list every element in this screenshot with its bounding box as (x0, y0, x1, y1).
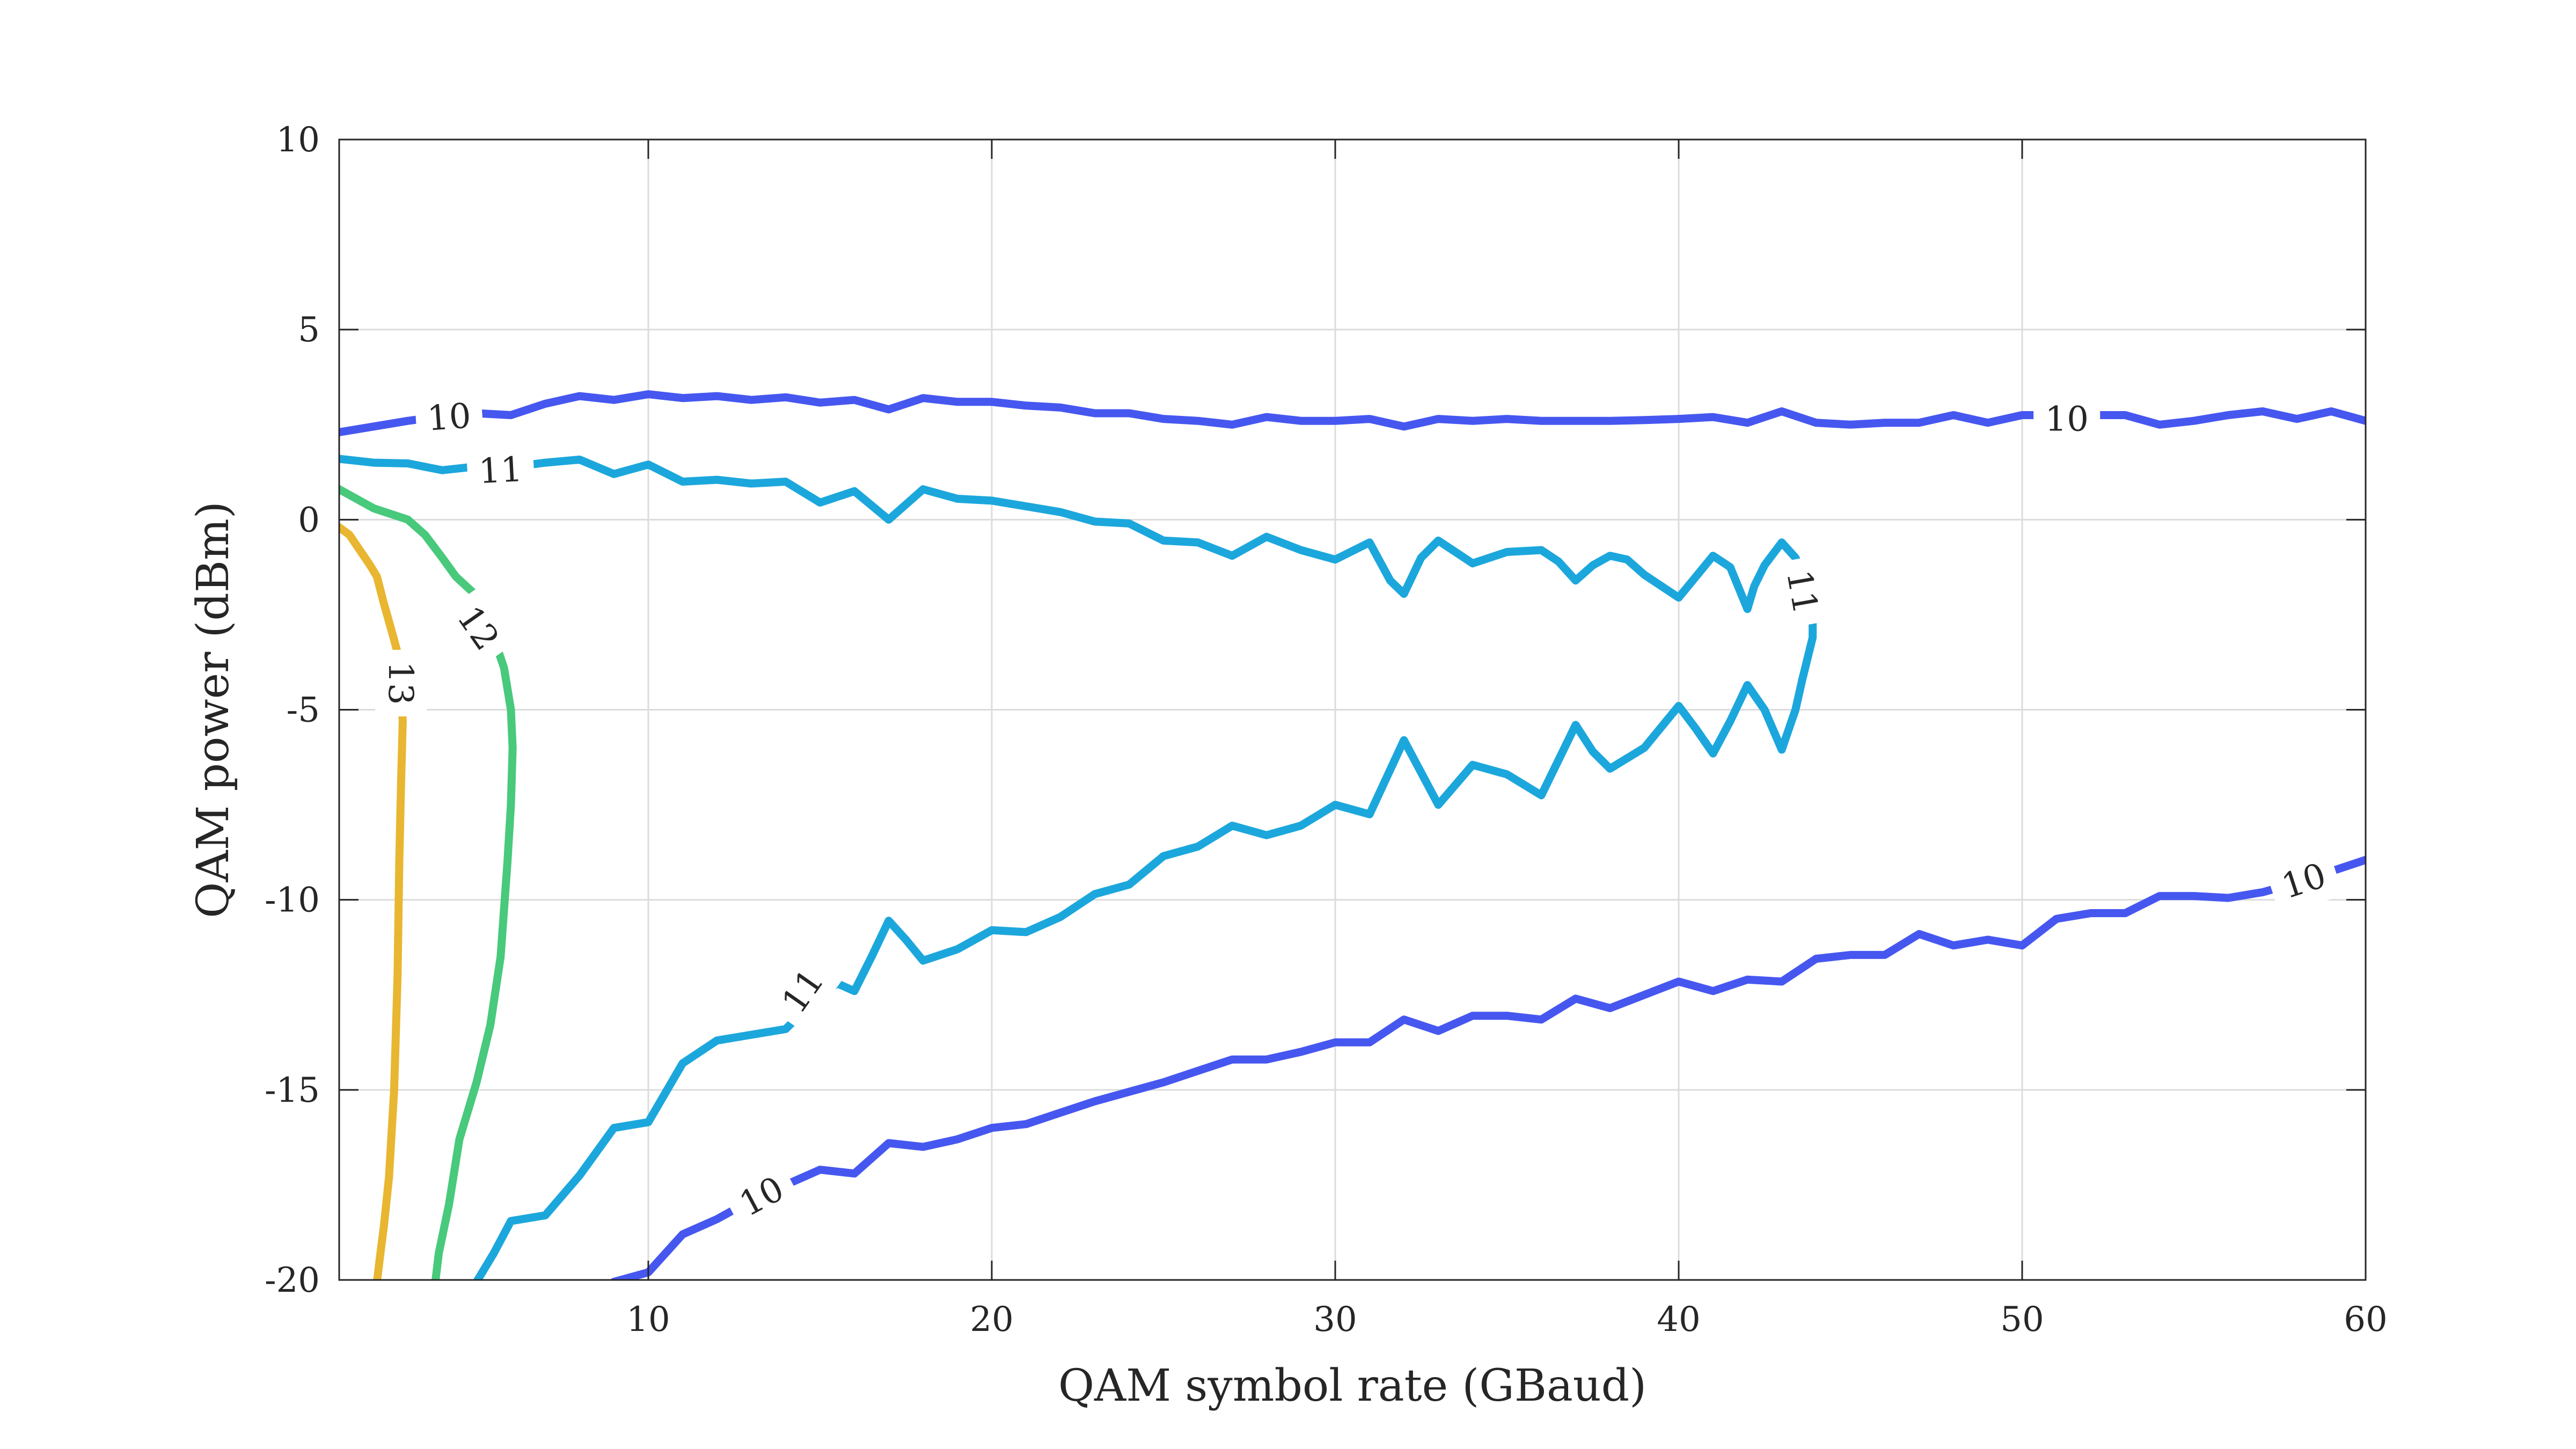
gridlines (339, 140, 2366, 1280)
contour-line-12 (339, 485, 517, 1280)
y-tick-label: 0 (298, 500, 320, 540)
contour-label-gap (2264, 846, 2344, 916)
y-tick-label: -5 (287, 691, 320, 730)
x-tick-label: 20 (970, 1300, 1013, 1340)
contour-label-gap (466, 443, 536, 498)
y-tick-label: 10 (276, 120, 320, 160)
y-tick-label: -20 (265, 1261, 320, 1300)
x-tick-label: 40 (1657, 1300, 1700, 1340)
contour-label-10: 10 (2264, 846, 2344, 916)
contour-line-11 (339, 455, 1817, 1280)
contour-label-text: 11 (1779, 567, 1825, 617)
contour-label-text: 11 (478, 450, 523, 492)
contour-label-10: 10 (2033, 393, 2101, 445)
contour-label-gap (1771, 554, 1834, 630)
contour-label-gap (720, 1158, 803, 1235)
x-tick-label: 10 (626, 1300, 670, 1340)
y-tick-label: -10 (265, 881, 320, 920)
contour-label-gap (375, 649, 427, 716)
contour-label-13: 13 (375, 649, 427, 716)
contour-label-text: 10 (426, 396, 472, 439)
contour-label-11: 11 (1771, 554, 1834, 630)
x-axis-label: QAM symbol rate (GBaud) (1058, 1360, 1646, 1411)
y-tick-label: -15 (265, 1071, 320, 1110)
contour-label-gap (414, 389, 484, 445)
x-tick-label: 50 (2000, 1300, 2044, 1340)
contour-label-10: 10 (414, 389, 484, 445)
y-axis-label: QAM power (dBm) (188, 501, 239, 918)
contour-line-10 (339, 390, 2366, 436)
contour-label-11: 11 (466, 443, 536, 498)
contour-label-text: 13 (380, 661, 420, 705)
x-tick-label: 60 (2344, 1300, 2387, 1340)
contour-line-10 (610, 855, 2366, 1280)
contour-label-text: 10 (2045, 400, 2088, 440)
contour-label-gap (438, 586, 519, 670)
x-tick-label: 30 (1313, 1300, 1357, 1340)
y-tick-label: 5 (298, 310, 320, 350)
contour-label-gap (2033, 393, 2101, 445)
contour-label-gap (763, 949, 843, 1034)
